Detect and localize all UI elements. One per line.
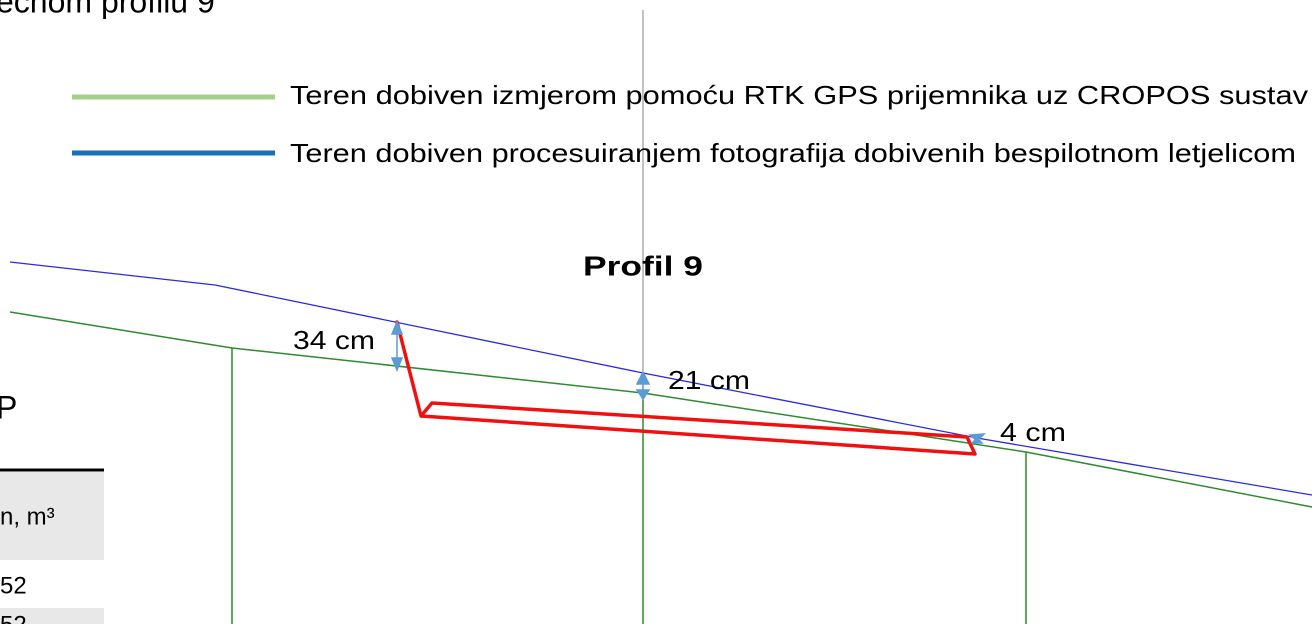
table-title: P [0, 389, 17, 425]
profile-title: Profil 9 [583, 250, 703, 281]
annotation: 4 cm [1000, 417, 1066, 447]
annotation: 34 cm [293, 325, 375, 355]
table-header-bg [0, 472, 104, 560]
table-cell: 52 [0, 572, 27, 599]
annotation: 21 cm [668, 365, 750, 395]
table-cell: 52 [0, 611, 27, 624]
table-header: n, m³ [0, 503, 55, 530]
page-title: echom profilu 9 [0, 0, 215, 19]
dimension-arrows [390, 320, 986, 444]
volume-outline [395, 320, 977, 456]
table-row-bg [0, 608, 104, 624]
terrain-drone [9, 261, 1312, 496]
terrain-rtk [9, 311, 1312, 508]
legend-label: Teren dobiven procesuiranjem fotografija… [290, 138, 1296, 168]
legend-label: Teren dobiven izmjerom pomoću RTK GPS pr… [290, 80, 1308, 110]
